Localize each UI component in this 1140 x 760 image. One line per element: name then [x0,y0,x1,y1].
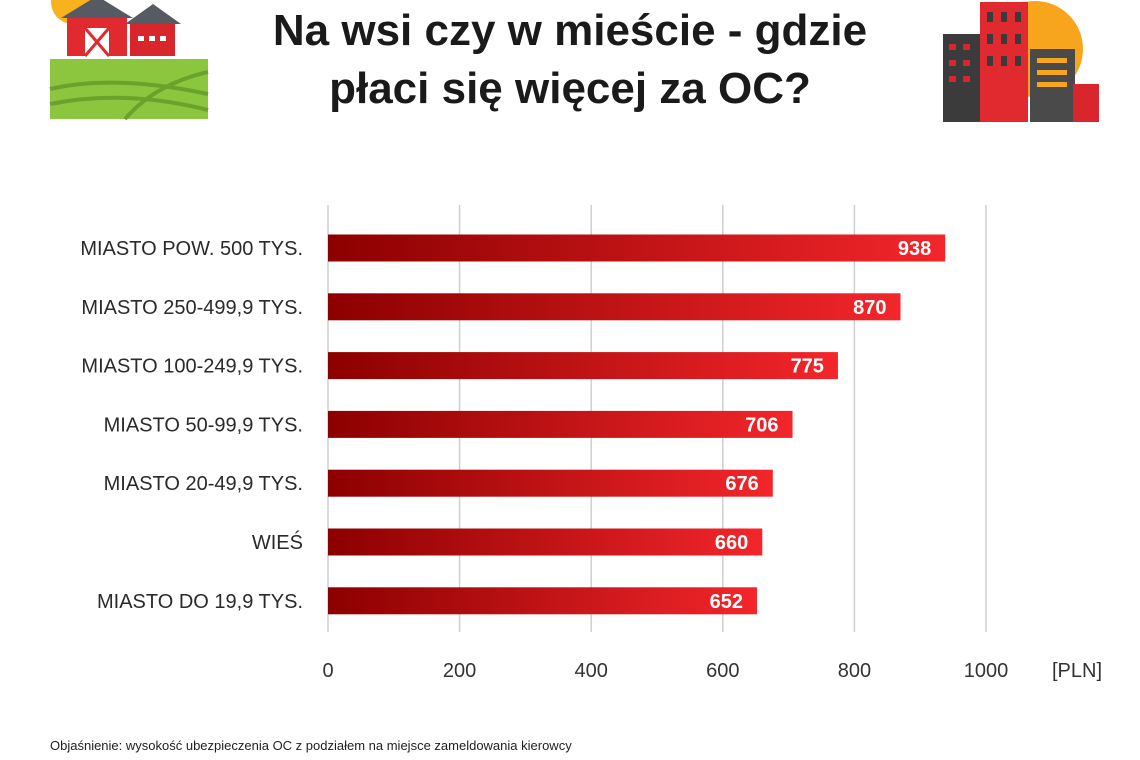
category-label: MIASTO 20-49,9 TYS. [104,473,303,495]
bar-value-label: 676 [725,473,758,495]
category-label: MIASTO 250-499,9 TYS. [81,297,303,319]
bar [328,410,793,438]
x-unit-label: [PLN] [1052,660,1102,682]
page-title: Na wsi czy w mieście - gdzie płaci się w… [230,2,910,118]
bar-value-label: 775 [791,356,824,378]
x-tick-label: 0 [322,660,333,682]
bar [328,587,758,615]
category-label: MIASTO POW. 500 TYS. [80,238,303,260]
bar [328,234,946,262]
bar-value-label: 938 [898,238,931,260]
bar-value-label: 652 [710,591,743,613]
x-tick-label: 400 [575,660,608,682]
category-label: MIASTO 100-249,9 TYS. [81,356,303,378]
bar [328,293,901,321]
title-line-1: Na wsi czy w mieście - gdzie [272,6,868,55]
bar [328,528,763,556]
bar [328,352,838,380]
bar [328,469,773,497]
bar-chart: 0 200 400 600 800 1000 [PLN] 938 MIASTO POW. 500… [80,205,1102,682]
x-tick-label: 1000 [964,660,1009,682]
farm-illustration [49,0,209,121]
bar-value-label: 660 [715,532,748,554]
x-tick-label: 600 [706,660,739,682]
category-label: MIASTO DO 19,9 TYS. [97,591,303,613]
footnote: Objaśnienie: wysokość ubezpieczenia OC z… [50,738,572,753]
bar-value-label: 706 [745,414,778,436]
bar-value-label: 870 [853,297,886,319]
x-tick-label: 200 [443,660,476,682]
title-line-2: płaci się więcej za OC? [329,64,811,113]
city-illustration [943,1,1099,122]
category-label: MIASTO 50-99,9 TYS. [104,414,303,436]
x-tick-label: 800 [838,660,871,682]
category-label: WIEŚ [252,530,303,554]
